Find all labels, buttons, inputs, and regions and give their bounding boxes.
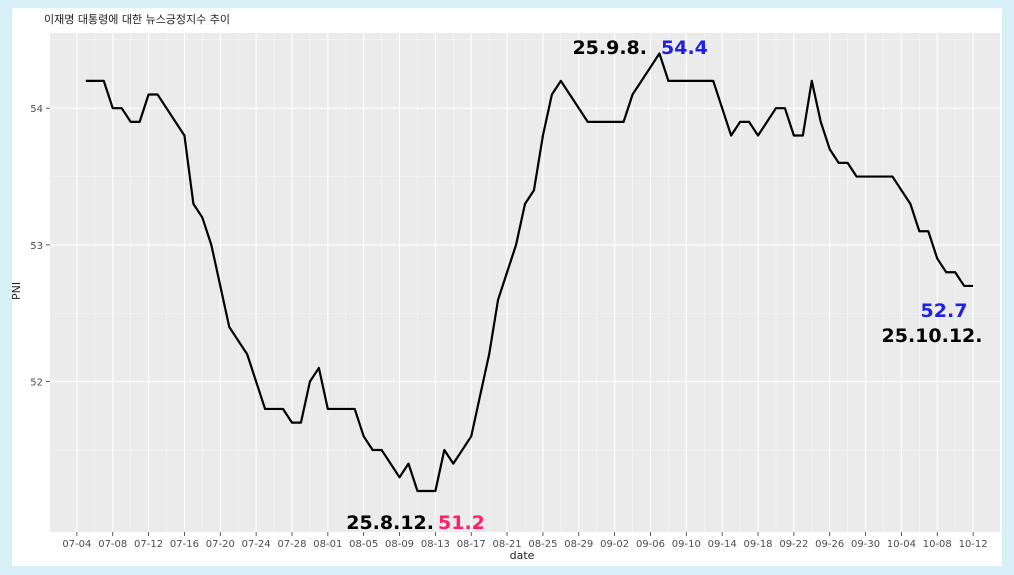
pni-line-chart: 이재명 대통령에 대한 뉴스긍정지수 추이 07-04 07-08 07-12 07-…: [12, 13, 1000, 562]
x-tick-label: 09-10: [672, 539, 701, 550]
y-tick-label: 54: [30, 104, 43, 115]
x-tick-label: 10-08: [923, 539, 952, 550]
x-tick-label: 09-30: [851, 539, 880, 550]
major-gridlines: [50, 33, 1000, 532]
x-tick-label: 07-16: [170, 539, 199, 550]
y-tick-label: 53: [30, 241, 43, 252]
x-tick-label: 07-08: [98, 539, 127, 550]
x-tick-label: 10-12: [959, 539, 988, 550]
x-tick-label: 07-04: [62, 539, 91, 550]
x-tick-label: 08-21: [493, 539, 522, 550]
annotation-last-value: 52.7: [921, 300, 968, 322]
x-tick-label: 09-14: [708, 539, 737, 550]
x-tick-label: 09-06: [636, 539, 665, 550]
x-tick-label: 09-26: [815, 539, 844, 550]
annotation-last-date: 25.10.12.: [882, 325, 983, 347]
x-tick-label: 09-22: [779, 539, 808, 550]
annotation-low-date: 25.8.12.: [346, 512, 434, 534]
annotation-high-value: 54.4: [661, 37, 708, 59]
x-tick-label: 08-01: [313, 539, 342, 550]
chart-title: 이재명 대통령에 대한 뉴스긍정지수 추이: [44, 13, 230, 26]
x-tick-label: 07-12: [134, 539, 163, 550]
x-tick-label: 07-24: [242, 539, 271, 550]
annotation-high-date: 25.9.8.: [572, 37, 647, 59]
x-tick-label: 09-02: [600, 539, 629, 550]
minor-gridlines: [50, 33, 1000, 532]
annotation-low-value: 51.2: [438, 512, 485, 534]
chart-frame: 이재명 대통령에 대한 뉴스긍정지수 추이 07-04 07-08 07-12 07-…: [12, 8, 1002, 566]
x-tick-label: 08-25: [528, 539, 557, 550]
x-tick-label: 10-04: [887, 539, 916, 550]
x-axis-title: date: [510, 549, 535, 562]
x-tick-label: 08-17: [457, 539, 486, 550]
x-tick-label: 09-18: [743, 539, 772, 550]
axis-ticks: 07-04 07-08 07-12 07-16 07-20 07-24 07-28 08-01…: [30, 104, 987, 550]
y-tick-label: 52: [30, 378, 43, 389]
x-tick-label: 08-29: [564, 539, 593, 550]
x-tick-label: 08-05: [349, 539, 378, 550]
x-tick-label: 07-28: [277, 539, 306, 550]
x-tick-label: 07-20: [206, 539, 235, 550]
x-tick-label: 08-09: [385, 539, 414, 550]
pni-series-line: [85, 52, 974, 493]
x-tick-label: 08-13: [421, 539, 450, 550]
y-axis-title: PNI: [12, 282, 23, 300]
